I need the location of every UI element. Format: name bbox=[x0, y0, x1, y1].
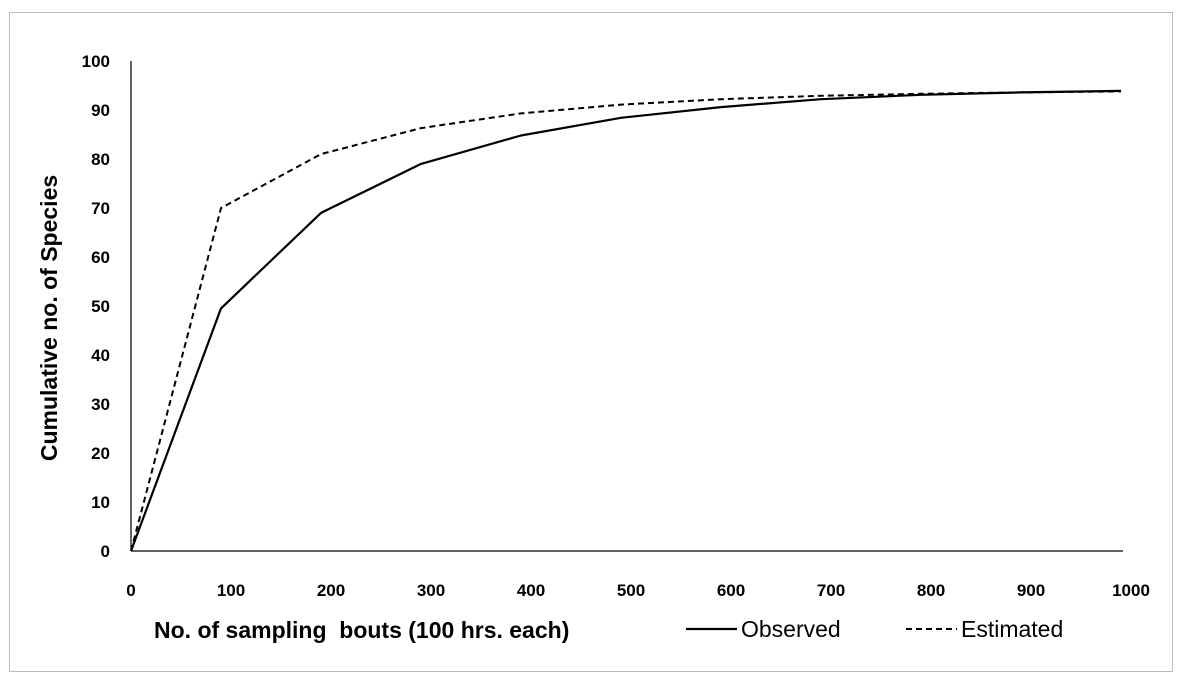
series-layer bbox=[129, 89, 1122, 552]
series-line-estimated bbox=[130, 90, 1122, 552]
y-tick-label: 90 bbox=[91, 101, 110, 120]
y-tick-label: 30 bbox=[91, 395, 110, 414]
legend-item-observed: Observed bbox=[686, 616, 841, 642]
y-axis-title: Cumulative no. of Species bbox=[36, 175, 62, 461]
y-tick-label: 40 bbox=[91, 346, 110, 365]
x-tick-label: 100 bbox=[217, 581, 245, 600]
y-tick-label: 10 bbox=[91, 493, 110, 512]
y-tick-label: 20 bbox=[91, 444, 110, 463]
x-tick-label: 600 bbox=[717, 581, 745, 600]
x-tick-label: 700 bbox=[817, 581, 845, 600]
y-tick-label: 60 bbox=[91, 248, 110, 267]
x-tick-label: 400 bbox=[517, 581, 545, 600]
legend-item-estimated: Estimated bbox=[906, 616, 1063, 642]
x-tick-label: 200 bbox=[317, 581, 345, 600]
x-tick-label: 500 bbox=[617, 581, 645, 600]
x-tick-label: 900 bbox=[1017, 581, 1045, 600]
y-tick-label: 100 bbox=[82, 52, 110, 71]
y-tick-label: 0 bbox=[101, 542, 110, 561]
legend-label-estimated: Estimated bbox=[961, 616, 1063, 642]
x-tick-label: 800 bbox=[917, 581, 945, 600]
y-tick-label: 70 bbox=[91, 199, 110, 218]
x-tick-label: 0 bbox=[126, 581, 135, 600]
axes bbox=[130, 61, 1123, 552]
x-tick-label: 1000 bbox=[1112, 581, 1150, 600]
x-tick-label: 300 bbox=[417, 581, 445, 600]
legend-label-observed: Observed bbox=[741, 616, 841, 642]
x-tick-labels: 0 100 200 300 400 500 600 700 800 900 1000 bbox=[126, 581, 1150, 600]
x-axis-title: No. of sampling bouts (100 hrs. each) bbox=[154, 617, 569, 643]
y-tick-labels: 0 10 20 30 40 50 60 70 80 90 100 bbox=[82, 52, 110, 561]
y-tick-label: 50 bbox=[91, 297, 110, 316]
y-tick-label: 80 bbox=[91, 150, 110, 169]
series-line-observed bbox=[129, 89, 1122, 552]
legend: Observed Estimated bbox=[686, 616, 1063, 642]
